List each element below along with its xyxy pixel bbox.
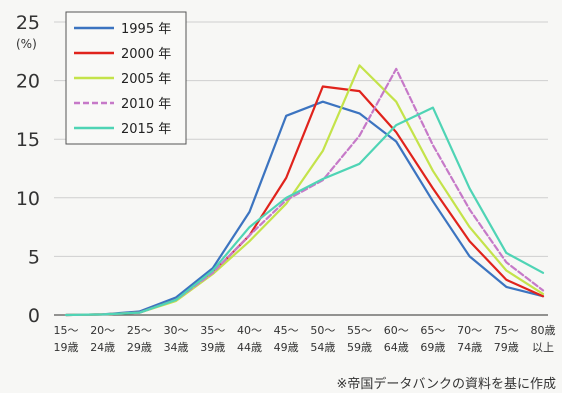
y-tick-label: 15	[16, 129, 40, 151]
x-tick-label: 45～	[274, 324, 299, 337]
axes: 0 5 10 15 20 25 15～ 19歳 20～ 24歳 25～ 29歳 30～ 34歳 35～ 39歳…	[16, 12, 556, 354]
series-line	[64, 100, 545, 317]
x-tick-label: 44歳	[237, 341, 262, 354]
legend-label: 2005 年	[121, 72, 171, 87]
x-tick-label: 60～	[384, 324, 409, 337]
x-tick-label: 15～	[54, 324, 79, 337]
legend-label: 2010 年	[121, 97, 171, 112]
y-tick-label: 0	[28, 305, 40, 327]
x-tick-label: 80歳	[531, 324, 556, 337]
series-line	[64, 106, 545, 317]
x-tick-label: 25～	[127, 324, 152, 337]
series-lines	[64, 64, 545, 317]
x-tick-label: 79歳	[494, 341, 519, 354]
x-tick-label: 29歳	[127, 341, 152, 354]
y-tick-label: 25	[16, 12, 40, 34]
x-tick-label: 34歳	[164, 341, 189, 354]
x-tick-label: 49歳	[274, 341, 299, 354]
x-tick-label: 69歳	[420, 341, 445, 354]
x-tick-label: 39歳	[200, 341, 225, 354]
legend-label: 2015 年	[121, 122, 171, 137]
x-tick-label: 19歳	[54, 341, 79, 354]
y-tick-label: 10	[16, 188, 40, 210]
x-tick-label: 65～	[420, 324, 445, 337]
x-tick-label: 30～	[164, 324, 189, 337]
legend-label: 1995 年	[121, 22, 171, 37]
legend: 1995 年 2000 年 2005 年 2010 年 2015 年	[65, 11, 187, 145]
y-axis-unit-label: (%)	[16, 37, 37, 51]
x-tick-label: 20～	[90, 324, 115, 337]
source-footnote: ※帝国データバンクの資料を基に作成	[336, 376, 556, 392]
x-tick-label: 40～	[237, 324, 262, 337]
x-tick-label: 35～	[200, 324, 225, 337]
x-tick-label: 55～	[347, 324, 372, 337]
x-tick-label: 70～	[457, 324, 482, 337]
x-tick-label: 75～	[494, 324, 519, 337]
x-tick-label: 59歳	[347, 341, 372, 354]
x-tick-label: 64歳	[384, 341, 409, 354]
y-tick-label: 5	[28, 246, 40, 268]
x-tick-label: 74歳	[457, 341, 482, 354]
x-tick-label: 以上	[532, 341, 554, 354]
y-tick-label: 20	[16, 71, 40, 93]
x-tick-label: 24歳	[90, 341, 115, 354]
x-tick-label: 50～	[310, 324, 335, 337]
x-tick-label: 54歳	[310, 341, 335, 354]
legend-label: 2000 年	[121, 47, 171, 62]
